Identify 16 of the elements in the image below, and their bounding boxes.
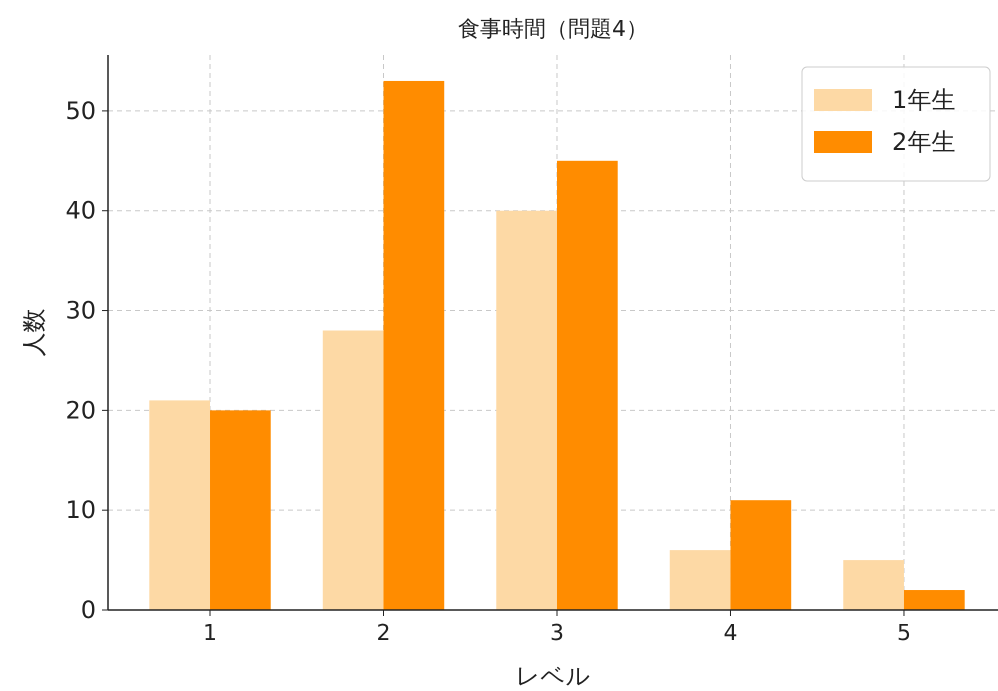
ytick: 0 xyxy=(80,596,96,624)
xtick: 4 xyxy=(723,621,738,646)
legend-text: 1年生 xyxy=(892,86,956,114)
ytick: 40 xyxy=(65,196,96,225)
xtick: 3 xyxy=(550,621,564,646)
ytick: 20 xyxy=(65,396,96,424)
xtick: 1 xyxy=(203,621,217,646)
xlabel: レベル xyxy=(516,662,590,690)
legend-text: 2年生 xyxy=(892,128,956,156)
ylabel: 人数 xyxy=(20,308,48,356)
ytick: 50 xyxy=(65,96,96,125)
ytick: 10 xyxy=(65,496,96,524)
xtick: 5 xyxy=(896,621,911,646)
title: 食事時間（問題4） xyxy=(458,17,648,42)
ytick: 30 xyxy=(65,296,96,325)
xtick: 2 xyxy=(376,621,390,646)
